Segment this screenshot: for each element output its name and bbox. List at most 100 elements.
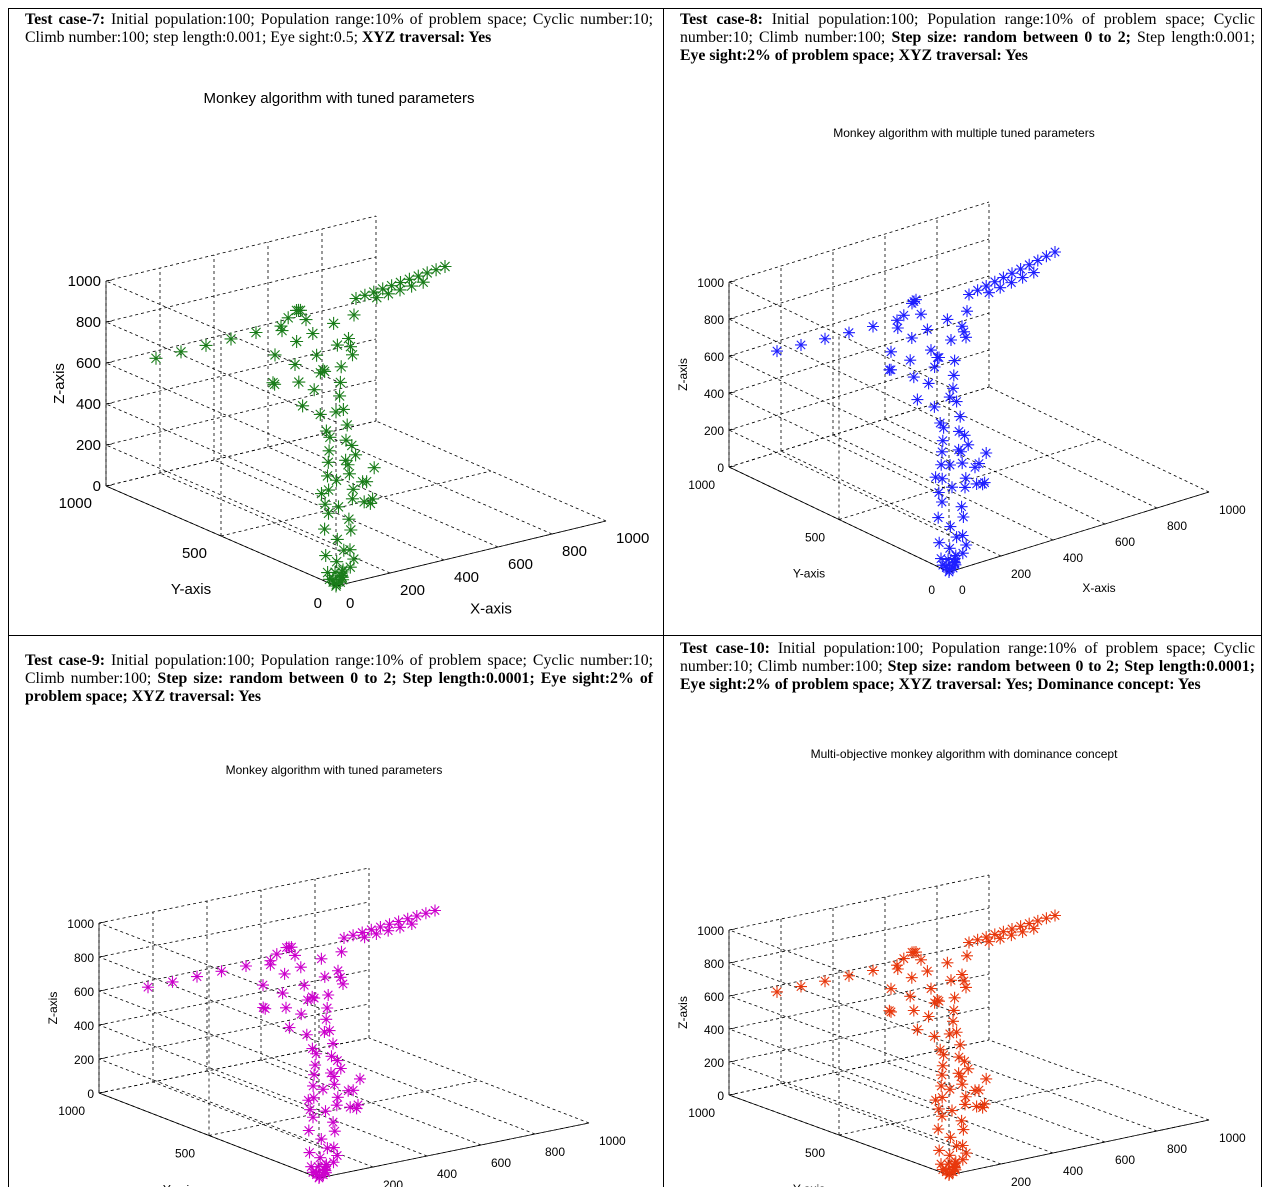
data-point (946, 481, 958, 494)
data-point (959, 1090, 972, 1103)
data-point (1027, 922, 1040, 935)
grid-line (728, 318, 950, 425)
data-point (970, 477, 983, 490)
z-tick (105, 279, 113, 282)
z-tick-label: 600 (704, 990, 724, 1004)
data-point (306, 990, 319, 1003)
data-point (915, 953, 927, 966)
data-point (420, 266, 434, 280)
data-point (215, 965, 228, 978)
data-point (344, 523, 358, 537)
data-point (819, 975, 831, 988)
data-point (949, 549, 962, 562)
y-tick-label: 0 (928, 583, 935, 597)
data-point (941, 956, 954, 969)
data-point (937, 1048, 950, 1061)
data-point (429, 904, 441, 917)
scatter3d-chart: Monkey algorithm with tuned parameters 0 2… (46, 763, 626, 1187)
data-point (149, 351, 163, 365)
data-point (911, 1023, 924, 1036)
data-point (306, 1166, 319, 1179)
z-tick (728, 280, 736, 283)
data-point (988, 928, 1001, 941)
data-point (416, 275, 430, 289)
panel-caption: Test case-7: Initial population:100; Pop… (25, 11, 653, 47)
z-tick (98, 989, 106, 992)
data-point (957, 1123, 970, 1136)
data-point (370, 291, 384, 305)
data-point (948, 991, 961, 1004)
z-tick (98, 1091, 106, 1094)
data-point (318, 497, 332, 511)
data-point (891, 963, 904, 975)
grid-line (105, 420, 377, 487)
z-tick (728, 961, 736, 964)
data-point (331, 1054, 344, 1067)
data-point (350, 1102, 363, 1115)
data-point (342, 512, 356, 526)
data-point (937, 421, 950, 434)
data-point (337, 977, 349, 990)
data-point (958, 325, 970, 338)
data-point (1049, 909, 1061, 922)
data-point (330, 473, 343, 487)
x-tick-label: 600 (508, 556, 533, 573)
data-point (318, 364, 332, 378)
x-tick-label: 1000 (1219, 503, 1246, 517)
data-point (960, 981, 972, 994)
data-point (331, 1091, 344, 1104)
data-point (947, 1015, 959, 1028)
data-point (959, 472, 972, 485)
data-point (953, 425, 965, 438)
y-tick-label: 500 (175, 1147, 195, 1161)
y-tick-label: 1000 (688, 478, 715, 492)
data-point (952, 1067, 965, 1080)
data-point (405, 918, 418, 931)
data-point (962, 1062, 975, 1075)
data-point (401, 912, 414, 925)
data-point (257, 979, 269, 992)
data-point (328, 1070, 340, 1083)
data-point (319, 1105, 332, 1118)
data-point (347, 1084, 360, 1097)
data-point (928, 361, 941, 373)
data-point (957, 511, 970, 523)
data-point (327, 1141, 340, 1154)
data-point (385, 279, 399, 293)
data-point (270, 948, 283, 961)
data-point (174, 345, 188, 359)
y-axis-label: Y-axis (163, 1183, 195, 1187)
x-tick-label: 400 (1063, 551, 1083, 565)
data-point (910, 293, 922, 306)
x-tick-label: 400 (454, 569, 479, 586)
data-point (199, 338, 213, 352)
data-point (321, 1142, 334, 1155)
data-point (911, 393, 924, 406)
x-tick-label: 800 (1167, 519, 1187, 533)
grid-line (728, 349, 990, 431)
data-point (296, 399, 310, 413)
data-point (322, 444, 336, 458)
data-point (335, 945, 348, 958)
data-point (357, 495, 371, 509)
data-point (328, 1125, 341, 1138)
data-point (374, 921, 387, 933)
data-point (323, 1024, 336, 1037)
data-point (319, 1166, 332, 1179)
data-point (954, 410, 967, 423)
data-point (971, 284, 984, 297)
z-tick-label: 1000 (67, 917, 94, 931)
chart-title: Monkey algorithm with tuned parameters (204, 90, 475, 107)
data-point (956, 1078, 969, 1091)
grid-line (728, 281, 950, 388)
z-tick (105, 402, 113, 405)
z-tick-label: 1000 (697, 276, 724, 290)
data-point (997, 925, 1010, 938)
data-point (330, 338, 344, 352)
data-point (1016, 925, 1029, 938)
data-point (335, 565, 349, 579)
data-point (315, 1133, 328, 1146)
data-point (191, 970, 203, 983)
z-tick (728, 1060, 736, 1063)
data-point (921, 965, 934, 978)
